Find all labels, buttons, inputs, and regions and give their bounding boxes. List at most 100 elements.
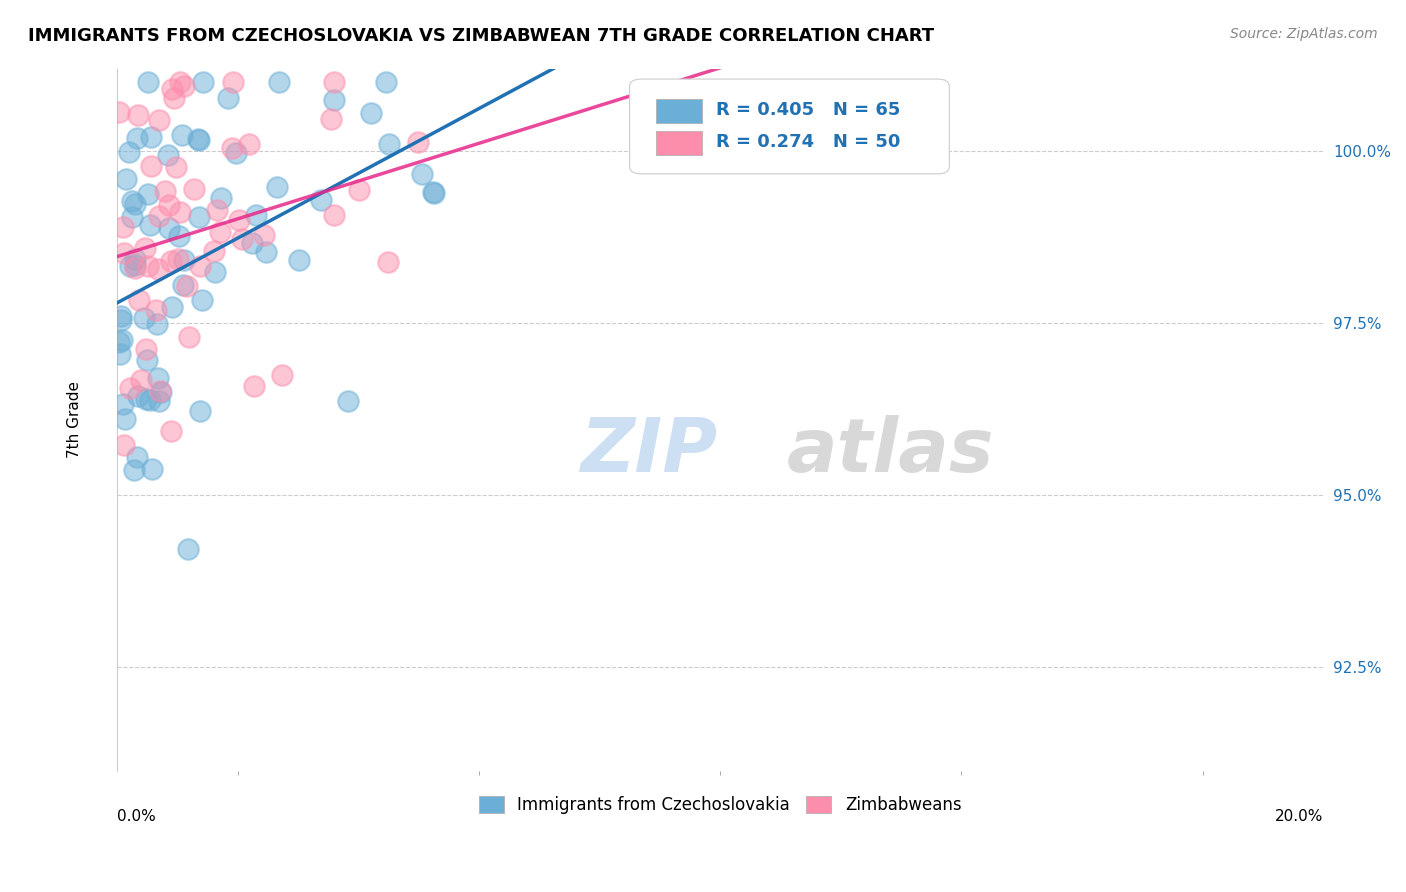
Point [173,79,195,94]
Point [408,135,430,149]
Point [157,198,180,212]
Point [124,197,146,211]
Point [146,371,169,385]
Point [191,75,214,89]
Legend: Immigrants from Czechoslovakia, Zimbabweans: Immigrants from Czechoslovakia, Zimbabwe… [471,788,970,822]
Point [240,236,263,251]
Point [254,244,277,259]
Text: IMMIGRANTS FROM CZECHOSLOVAKIA VS ZIMBABWEAN 7TH GRADE CORRELATION CHART: IMMIGRANTS FROM CZECHOSLOVAKIA VS ZIMBAB… [28,27,934,45]
Point [114,411,136,425]
Point [121,194,143,208]
Point [120,260,142,274]
Point [190,293,212,307]
Point [108,104,131,119]
Point [153,184,176,198]
Point [125,450,148,465]
Point [377,255,399,269]
Point [146,261,169,276]
Point [288,253,311,268]
Text: ZIP: ZIP [581,415,718,488]
Point [336,394,359,409]
Point [378,136,401,151]
Point [267,75,290,89]
Point [228,212,250,227]
Point [347,183,370,197]
Point [243,379,266,393]
Text: atlas: atlas [786,415,994,488]
Point [127,108,149,122]
Point [136,75,159,89]
Point [323,75,346,89]
Point [167,229,190,244]
Point [134,241,156,255]
Point [205,202,228,217]
Point [309,193,332,207]
Point [188,404,211,418]
Point [141,462,163,476]
Point [145,302,167,317]
FancyBboxPatch shape [630,79,949,174]
Point [160,254,183,268]
Point [112,438,135,452]
Point [149,384,172,398]
Point [118,145,141,159]
Point [150,385,173,400]
Point [146,317,169,331]
Point [124,258,146,272]
Point [187,132,209,146]
Point [411,167,433,181]
Point [138,392,160,407]
Point [172,128,194,143]
Point [222,75,245,89]
Point [112,245,135,260]
Point [129,373,152,387]
Point [177,330,200,344]
Point [204,265,226,279]
Point [183,182,205,196]
Point [134,392,156,407]
Point [423,186,446,201]
Point [139,219,162,233]
Point [139,130,162,145]
Point [122,463,145,477]
Point [107,334,129,349]
Point [132,310,155,325]
Point [115,172,138,186]
Text: 20.0%: 20.0% [1275,809,1323,824]
Point [125,131,148,145]
Text: R = 0.274   N = 50: R = 0.274 N = 50 [717,133,901,152]
Point [165,160,187,174]
Point [177,542,200,557]
Point [139,159,162,173]
Point [266,180,288,194]
Point [208,226,231,240]
Point [188,259,211,273]
Point [209,191,232,205]
Point [157,221,180,235]
Point [112,219,135,234]
Text: 0.0%: 0.0% [117,809,156,824]
Point [217,91,239,105]
Point [225,145,247,160]
Point [322,208,344,222]
Point [167,252,190,267]
Point [163,90,186,104]
Point [253,227,276,242]
Point [121,210,143,224]
Point [321,112,343,126]
Point [169,205,191,219]
Point [148,209,170,223]
Point [270,368,292,383]
Point [148,393,170,408]
Point [111,397,134,411]
Text: R = 0.405   N = 65: R = 0.405 N = 65 [717,101,901,119]
FancyBboxPatch shape [657,131,702,155]
Point [172,278,194,293]
Point [135,353,157,368]
Point [108,347,131,361]
Point [128,293,150,307]
Point [111,333,134,347]
Point [136,186,159,201]
FancyBboxPatch shape [657,99,702,122]
Point [323,93,346,107]
